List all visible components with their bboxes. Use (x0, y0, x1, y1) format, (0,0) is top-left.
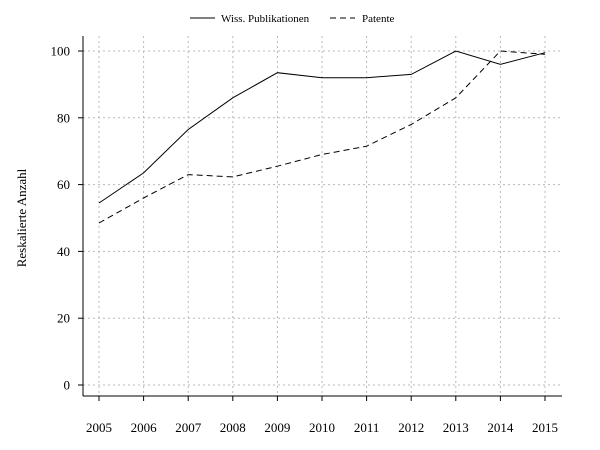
x-tick-label: 2015 (532, 420, 558, 435)
y-tick-label: 40 (57, 244, 70, 259)
y-tick-label: 0 (64, 378, 71, 393)
x-tick-label: 2005 (86, 420, 112, 435)
axes: 0 20 40 60 80 100 2005 2006 2007 2008 2009 2010 2011… (51, 36, 562, 435)
x-tick-label: 2011 (354, 420, 380, 435)
grid (83, 36, 562, 396)
y-tick-label: 20 (57, 311, 70, 326)
series (98, 50, 546, 224)
series-line-publikationen (98, 50, 546, 204)
legend-label: Patente (362, 13, 394, 25)
x-tick-label: 2009 (264, 420, 290, 435)
x-tick-label: 2006 (131, 420, 158, 435)
x-tick-label: 2007 (175, 420, 202, 435)
y-tick-label: 60 (57, 177, 70, 192)
y-axis-label: Reskalierte Anzahl (14, 168, 29, 267)
x-tick-label: 2008 (220, 420, 246, 435)
x-tick-label: 2013 (443, 420, 469, 435)
y-tick-label: 100 (51, 44, 71, 59)
x-tick-label: 2010 (309, 420, 335, 435)
x-tick-label: 2012 (398, 420, 424, 435)
y-tick-label: 80 (57, 110, 70, 125)
legend: Wiss. Publikationen Patente (190, 13, 394, 25)
series-line-patente (98, 50, 546, 224)
x-tick-label: 2014 (487, 420, 514, 435)
legend-label: Wiss. Publikationen (221, 13, 310, 25)
